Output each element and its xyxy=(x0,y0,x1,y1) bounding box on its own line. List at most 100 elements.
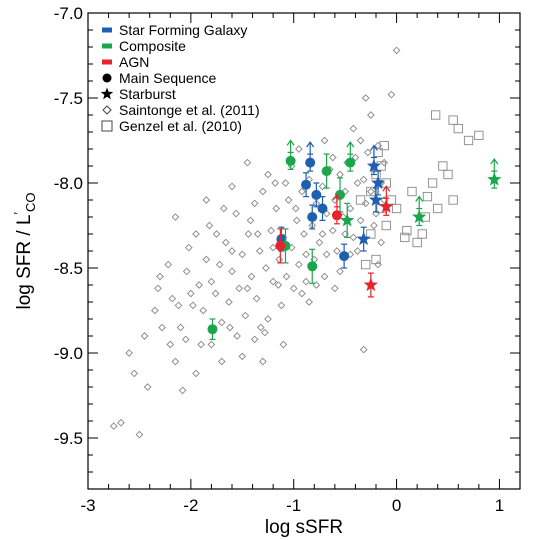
saintonge-point xyxy=(320,272,329,281)
x-tick-label: -1 xyxy=(286,496,301,515)
main-sequence-point xyxy=(307,212,318,222)
genzel-point xyxy=(371,254,381,265)
saintonge-point xyxy=(318,230,327,238)
saintonge-point xyxy=(349,233,358,242)
saintonge-point xyxy=(271,179,280,187)
saintonge-point xyxy=(226,323,234,332)
saintonge-point xyxy=(282,272,291,281)
starburst-point xyxy=(379,199,394,213)
genzel-point xyxy=(474,130,484,141)
starburst-point xyxy=(356,231,371,246)
saintonge-point xyxy=(178,386,187,395)
saintonge-point xyxy=(212,230,221,238)
saintonge-point xyxy=(298,187,306,196)
lower-limit-arrow-head xyxy=(369,144,378,151)
legend-label: Star Forming Galaxy xyxy=(119,22,247,38)
legend-label: AGN xyxy=(119,54,149,70)
genzel-point xyxy=(361,259,371,270)
saintonge-point xyxy=(140,332,149,340)
legend-swatch xyxy=(102,27,112,33)
genzel-point xyxy=(422,191,433,202)
saintonge-point xyxy=(187,289,195,298)
saintonge-point xyxy=(264,170,272,179)
saintonge-point xyxy=(275,255,284,264)
saintonge-point xyxy=(215,260,224,269)
main-sequence-point xyxy=(339,251,350,262)
genzel-point xyxy=(391,203,402,214)
saintonge-point xyxy=(259,357,267,366)
genzel-point xyxy=(366,186,376,197)
genzel-point xyxy=(381,220,391,231)
saintonge-point xyxy=(217,318,226,327)
genzel-point xyxy=(355,195,366,205)
legend-square-icon xyxy=(101,120,113,132)
saintonge-point xyxy=(154,284,162,293)
saintonge-point xyxy=(328,226,337,235)
genzel-point xyxy=(448,115,458,125)
saintonge-point xyxy=(207,340,216,349)
main-sequence-point xyxy=(305,157,316,168)
saintonge-point xyxy=(367,111,375,119)
saintonge-point xyxy=(363,148,372,157)
legend-circle-icon xyxy=(102,73,112,83)
saintonge-point xyxy=(300,230,308,238)
legend-label: Main Sequence xyxy=(119,70,217,86)
saintonge-point xyxy=(174,301,183,310)
saintonge-point xyxy=(346,204,355,213)
saintonge-point xyxy=(269,243,277,252)
saintonge-point xyxy=(244,230,253,238)
saintonge-point xyxy=(189,301,197,310)
saintonge-point xyxy=(328,153,337,162)
saintonge-point xyxy=(367,187,375,196)
saintonge-point xyxy=(250,335,259,344)
x-axis-label: log sSFR xyxy=(265,517,343,538)
y-tick-label: -7.5 xyxy=(54,89,83,108)
saintonge-point xyxy=(168,294,177,303)
y-tick-label: -7.0 xyxy=(54,4,83,23)
y-tick-label: -8.5 xyxy=(54,259,83,278)
saintonge-point xyxy=(151,306,159,315)
saintonge-point xyxy=(361,94,370,102)
saintonge-point xyxy=(262,264,270,272)
saintonge-point xyxy=(272,204,281,213)
saintonge-point xyxy=(164,260,173,269)
genzel-point xyxy=(443,169,453,180)
saintonge-point xyxy=(143,383,152,391)
saintonge-point xyxy=(211,289,220,298)
saintonge-point xyxy=(228,182,236,191)
lower-limit-arrow-head xyxy=(286,139,295,146)
saintonge-point xyxy=(202,196,211,204)
saintonge-point xyxy=(233,332,241,340)
saintonge-point xyxy=(279,340,288,349)
saintonge-point xyxy=(302,250,310,259)
main-sequence-point xyxy=(321,166,332,177)
saintonge-point xyxy=(295,260,303,269)
saintonge-point xyxy=(238,250,247,259)
legend-swatch xyxy=(102,43,112,49)
y-axis-label-main: log SFR / L xyxy=(14,214,35,309)
saintonge-point xyxy=(176,323,185,332)
saintonge-point xyxy=(312,281,321,289)
saintonge-point xyxy=(315,238,324,247)
starburst-point xyxy=(340,212,355,227)
y-axis-label-prime: ′ xyxy=(11,211,26,214)
main-sequence-point xyxy=(345,157,356,168)
saintonge-point xyxy=(359,175,368,184)
main-sequence-point xyxy=(285,155,296,166)
saintonge-point xyxy=(256,323,265,332)
saintonge-point xyxy=(305,298,313,306)
genzel-point xyxy=(379,140,389,151)
saintonge-point xyxy=(353,179,362,187)
genzel-point xyxy=(386,195,397,205)
saintonge-point xyxy=(331,284,339,293)
saintonge-point xyxy=(225,298,233,306)
x-tick-label: 1 xyxy=(495,496,504,515)
saintonge-point xyxy=(195,281,203,289)
saintonge-point xyxy=(202,255,211,264)
main-sequence-point xyxy=(331,210,342,221)
saintonge-point xyxy=(253,230,262,238)
saintonge-point xyxy=(250,199,259,208)
saintonge-point xyxy=(261,328,269,337)
main-sequence-point xyxy=(307,261,318,272)
saintonge-point xyxy=(166,340,175,349)
